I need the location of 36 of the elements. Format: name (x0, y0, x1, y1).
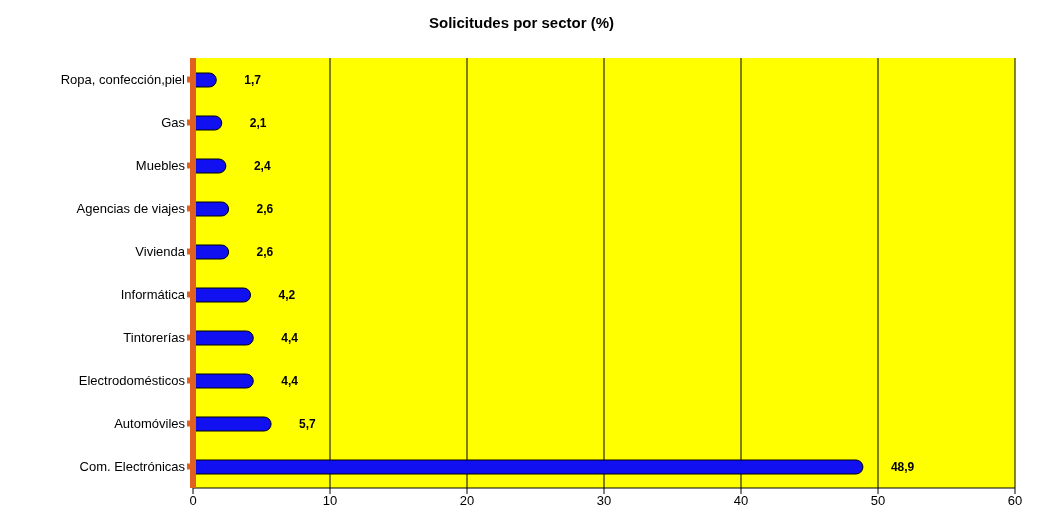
data-label: 2,6 (256, 245, 274, 260)
chart-title: Solicitudes por sector (%) (427, 13, 615, 33)
data-label: 2,6 (256, 202, 274, 217)
y-tick-label: Ropa, confección,piel (60, 72, 186, 88)
bar (193, 416, 272, 432)
bar (193, 115, 223, 131)
bar (193, 158, 227, 174)
y-tick-label: Muebles (135, 158, 186, 174)
bar (193, 201, 230, 217)
bar (193, 330, 254, 346)
y-tick-label: Vivienda (135, 244, 186, 260)
x-tick-label: 60 (1007, 493, 1023, 509)
x-tick-label: 40 (733, 493, 749, 509)
data-label: 4,2 (278, 288, 296, 303)
y-tick-label: Electrodomésticos (78, 373, 186, 389)
bar (193, 287, 252, 303)
y-tick-label: Automóviles (114, 416, 186, 432)
data-label: 4,4 (281, 374, 299, 389)
y-tick-label: Tintorerías (123, 330, 186, 346)
data-label: 4,4 (281, 331, 299, 346)
x-tick-label: 0 (189, 493, 197, 509)
y-tick-label: Agencias de viajes (76, 201, 186, 217)
y-tick-label: Com. Electrónicas (79, 459, 186, 475)
data-label: 5,7 (299, 417, 317, 432)
x-tick-label: 50 (870, 493, 886, 509)
y-tick-label: Informática (120, 287, 186, 303)
data-label: 2,1 (249, 116, 267, 131)
x-tick-label: 30 (596, 493, 612, 509)
data-label: 1,7 (244, 73, 262, 88)
x-tick-label: 20 (459, 493, 475, 509)
x-tick-label: 10 (322, 493, 338, 509)
data-label: 48,9 (890, 460, 915, 475)
data-label: 2,4 (253, 159, 271, 174)
bar (193, 244, 230, 260)
y-tick-label: Gas (161, 115, 186, 131)
bar (193, 373, 254, 389)
